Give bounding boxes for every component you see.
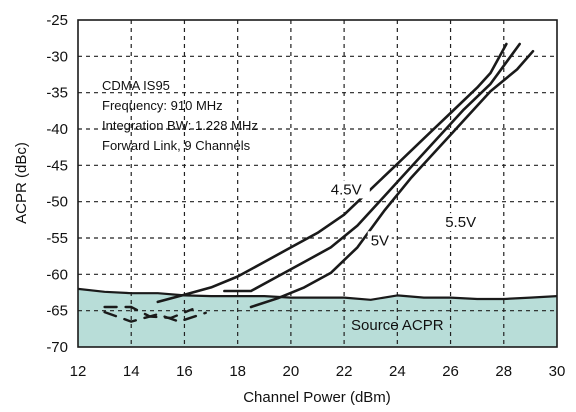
annotation-line: Forward Link, 9 Channels xyxy=(102,138,251,153)
series-line-5 xyxy=(78,287,557,301)
x-tick-label: 14 xyxy=(123,363,140,380)
y-tick-label: -40 xyxy=(46,121,68,138)
source-acpr-region xyxy=(78,288,557,347)
annotation-block: CDMA IS95 Frequency: 910 MHz Integration B… xyxy=(102,78,258,153)
y-axis-title: ACPR (dBc) xyxy=(13,142,30,224)
x-tick-label: 24 xyxy=(389,363,406,380)
series-line-1 xyxy=(223,42,521,293)
x-tick-label: 20 xyxy=(283,363,300,380)
curve-label: 5V xyxy=(371,232,389,249)
curve-label: 5.5V xyxy=(445,214,476,231)
x-tick-label: 12 xyxy=(70,363,87,380)
x-tick-label: 18 xyxy=(229,363,246,380)
annotation-line: CDMA IS95 xyxy=(102,78,170,93)
series-line-4 xyxy=(103,310,207,323)
y-tick-label: -55 xyxy=(46,230,68,247)
y-tick-label: -25 xyxy=(46,12,68,29)
curve-labels: 4.5V 5V 5.5V Source ACPR xyxy=(327,180,485,334)
source-acpr-fill xyxy=(78,288,557,347)
y-tick-label: -50 xyxy=(46,194,68,211)
x-tick-label: 26 xyxy=(442,363,459,380)
x-axis-title: Channel Power (dBm) xyxy=(243,389,391,406)
y-tick-label: -60 xyxy=(46,266,68,283)
curve-label: 4.5V xyxy=(331,181,362,198)
x-tick-label: 28 xyxy=(495,363,512,380)
y-tick-labels: -25 -30 -35 -40 -45 -50 -55 -60 -65 -70 xyxy=(46,12,68,356)
y-tick-label: -70 xyxy=(46,339,68,356)
curve-label-background xyxy=(442,213,485,232)
y-tick-label: -35 xyxy=(46,85,68,102)
annotation-line: Frequency: 910 MHz xyxy=(102,98,223,113)
series-line-2 xyxy=(249,49,535,309)
x-tick-label: 30 xyxy=(549,363,566,380)
annotation-line: Integration BW: 1.228 MHz xyxy=(102,118,258,133)
series-group xyxy=(78,42,557,323)
x-tick-label: 16 xyxy=(176,363,193,380)
x-tick-label: 22 xyxy=(336,363,353,380)
x-tick-labels: 12 14 16 18 20 22 24 26 28 30 xyxy=(70,363,566,380)
plot-frame xyxy=(77,19,558,348)
source-acpr-label: Source ACPR xyxy=(351,317,444,334)
series-line-0 xyxy=(156,42,508,304)
y-tick-label: -65 xyxy=(46,303,68,320)
curve-label-background xyxy=(367,231,392,250)
curve-label-background xyxy=(327,180,370,199)
y-tick-label: -30 xyxy=(46,48,68,65)
y-tick-label: -45 xyxy=(46,157,68,174)
